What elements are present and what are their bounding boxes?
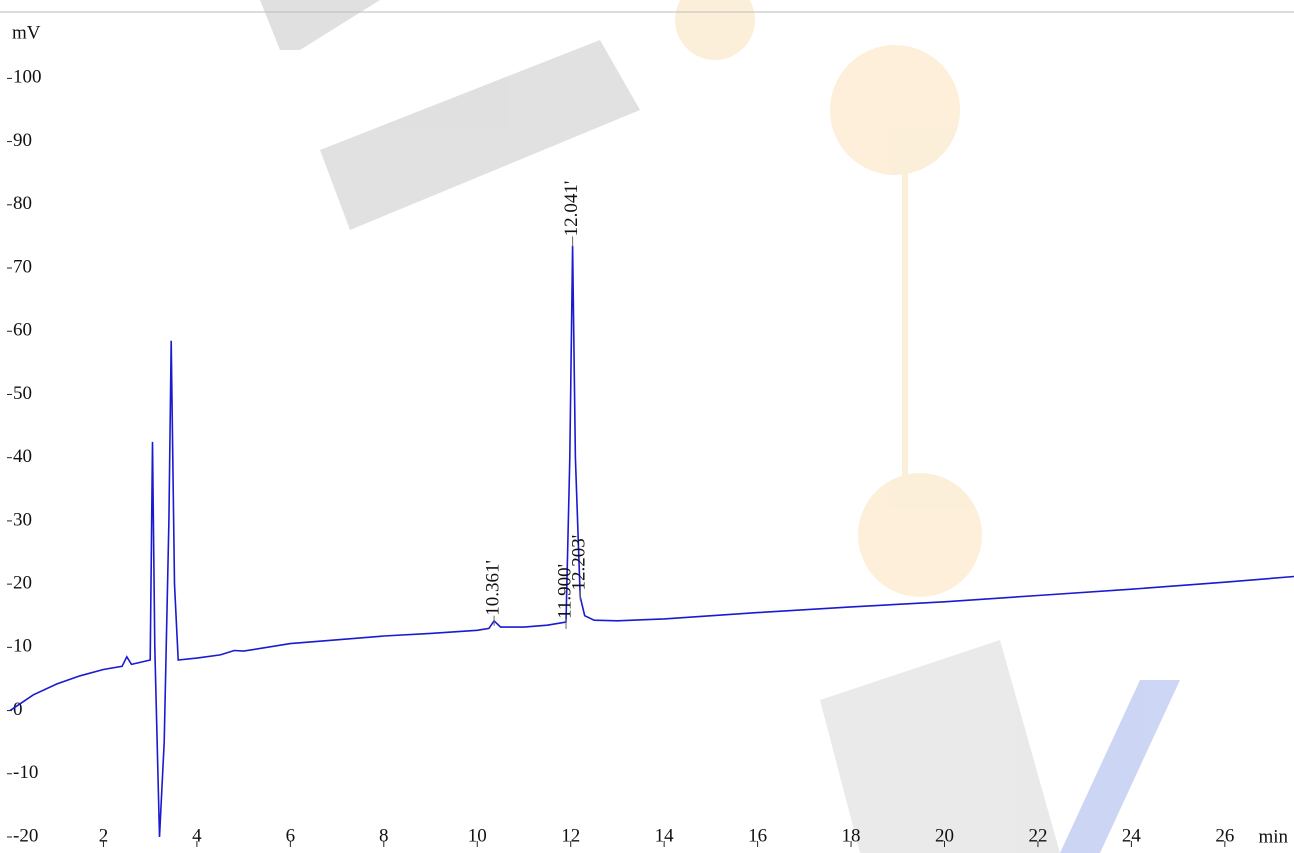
y-tick-label: 40	[13, 446, 32, 467]
x-tick-label: 16	[748, 825, 767, 846]
x-tick-label: 14	[655, 825, 675, 846]
signal-line	[10, 246, 1294, 837]
y-tick-label: 90	[13, 130, 32, 151]
y-tick-label: -10	[13, 762, 38, 783]
y-tick-label: -20	[13, 825, 38, 846]
y-tick-label: 70	[13, 256, 32, 277]
x-tick-label: 10	[468, 825, 487, 846]
y-tick-label: 60	[13, 320, 32, 341]
y-tick-label: 100	[13, 67, 42, 88]
x-tick-label: 12	[561, 825, 580, 846]
y-tick-label: 30	[13, 509, 32, 530]
peak-label: 10.361'	[482, 560, 503, 616]
x-tick-label: 2	[99, 825, 109, 846]
x-tick-label: 6	[286, 825, 296, 846]
peak-label: 12.041'	[561, 181, 582, 237]
x-tick-label: 24	[1122, 825, 1142, 846]
x-axis-label: min	[1258, 826, 1288, 847]
x-tick-label: 22	[1028, 825, 1047, 846]
x-tick-label: 8	[379, 825, 389, 846]
y-tick-label: 20	[13, 572, 32, 593]
chart: mV min -20-10010203040506070809010024681…	[0, 0, 1294, 853]
x-tick-label: 18	[842, 825, 861, 846]
peak-label: 12.203'	[569, 535, 590, 591]
y-tick-label: 10	[13, 636, 32, 657]
x-tick-label: 26	[1215, 825, 1234, 846]
y-axis-label: mV	[12, 22, 41, 43]
watermark	[260, 0, 1180, 853]
x-tick-label: 4	[192, 825, 202, 846]
y-tick-label: 80	[13, 193, 32, 214]
x-tick-label: 20	[935, 825, 954, 846]
y-tick-label: 0	[13, 699, 23, 720]
y-tick-label: 50	[13, 383, 32, 404]
